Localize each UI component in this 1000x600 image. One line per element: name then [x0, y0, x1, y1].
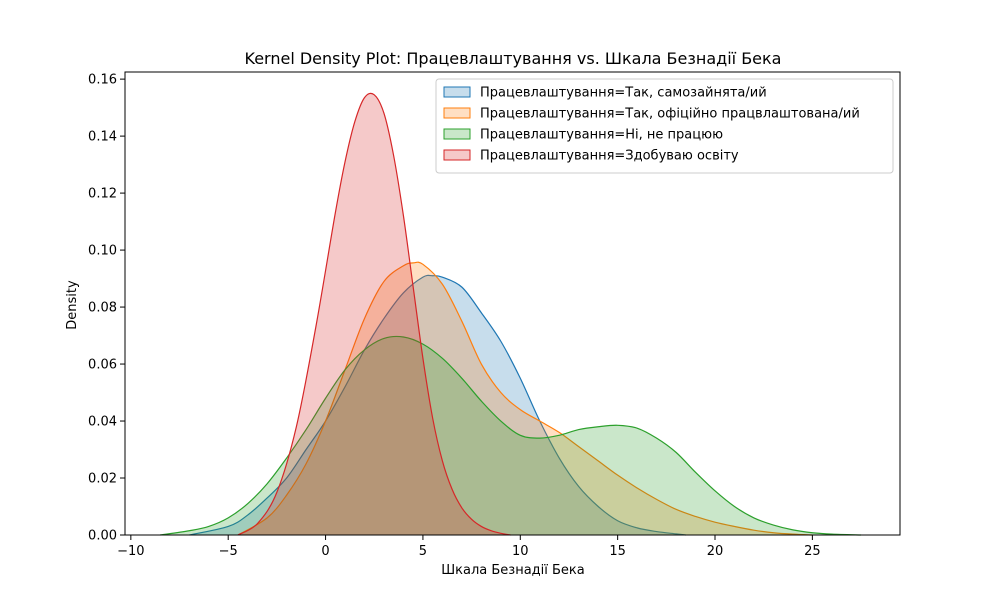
- x-tick-label: 0: [321, 544, 329, 559]
- y-axis-title: Density: [65, 280, 80, 330]
- x-tick-label: 15: [609, 544, 626, 559]
- y-tick-label: 0.04: [88, 415, 117, 430]
- axes-layer: −10 −5 0 5 10 15 20 25 0.00 0.02 0.04 0.06 0.08 0.10 0…: [88, 71, 901, 559]
- x-tick-label: 25: [804, 544, 821, 559]
- legend-label: Працевлаштування=Так, офіційно працвлашт…: [480, 107, 860, 122]
- x-tick-label: 10: [512, 544, 529, 559]
- series-area-0: [189, 275, 686, 535]
- series-line-3: [237, 92, 511, 536]
- legend-label: Працевлаштування=Здобуваю освіту: [480, 149, 739, 164]
- series-area-2: [160, 336, 862, 535]
- legend-swatch: [443, 149, 471, 161]
- x-tick-label: −5: [219, 544, 238, 559]
- y-tick-label: 0.00: [88, 529, 117, 544]
- y-tick-label: 0.16: [88, 73, 117, 88]
- legend-swatch: [443, 128, 471, 140]
- chart-title: Kernel Density Plot: Працевлаштування vs…: [245, 49, 782, 68]
- y-tick-label: 0.14: [88, 130, 117, 145]
- y-tick-label: 0.02: [88, 472, 117, 487]
- legend-label: Працевлаштування=Ні, не працюю: [480, 128, 723, 143]
- y-tick-label: 0.12: [88, 187, 117, 202]
- x-tick-label: −10: [117, 544, 144, 559]
- series-line-0: [189, 274, 686, 536]
- legend-label: Працевлаштування=Так, самозайнята/ий: [480, 86, 767, 101]
- legend-box: [435, 78, 894, 174]
- x-tick-label: 20: [707, 544, 724, 559]
- series-area-3: [237, 93, 511, 536]
- axes-frame: [124, 71, 901, 536]
- legend-swatch: [443, 86, 471, 98]
- y-tick-label: 0.08: [88, 301, 117, 316]
- series-layer: [159, 92, 862, 536]
- y-tick-label: 0.06: [88, 358, 117, 373]
- legend-swatch: [443, 107, 471, 119]
- y-tick-label: 0.10: [88, 244, 117, 259]
- legend: Працевлаштування=Так, самозайнята/ий Прац…: [435, 78, 894, 174]
- x-tick-label: 5: [419, 544, 427, 559]
- series-line-2: [159, 335, 862, 536]
- series-area-1: [237, 262, 813, 535]
- x-axis-title: Шкала Безнадії Бека: [441, 563, 585, 578]
